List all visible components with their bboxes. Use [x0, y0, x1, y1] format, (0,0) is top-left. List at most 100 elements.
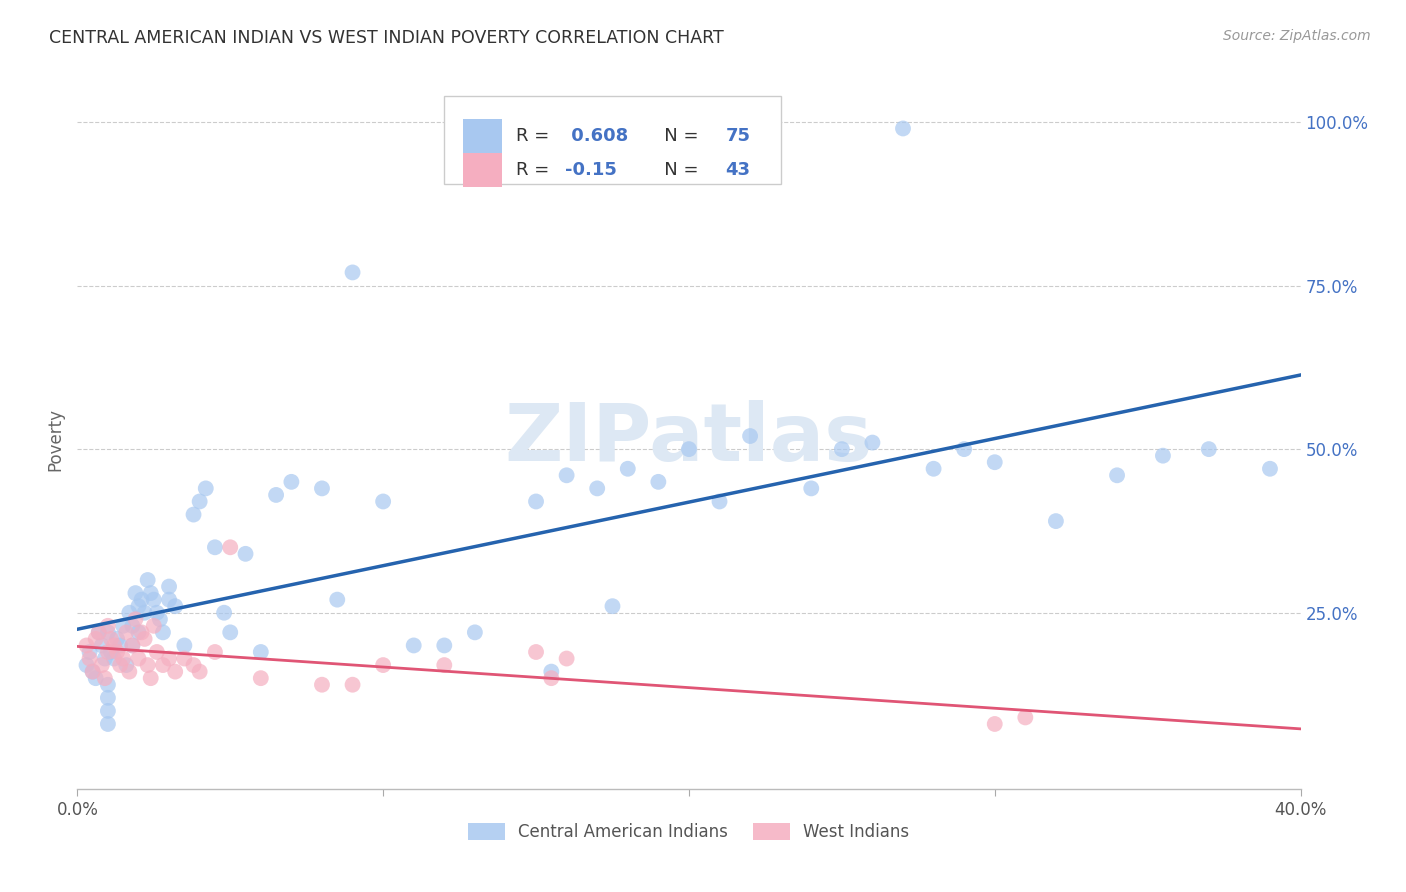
Point [112, 651, 135, 665]
Point [1014, 710, 1036, 724]
Point [157, 580, 180, 594]
Point [149, 612, 172, 626]
Point [142, 619, 165, 633]
Point [90, 658, 112, 673]
Point [173, 639, 195, 653]
Point [617, 462, 640, 476]
Point [134, 632, 156, 646]
Point [831, 442, 853, 457]
Text: 75: 75 [725, 128, 751, 145]
Point [108, 658, 131, 673]
Point [433, 639, 456, 653]
Text: Source: ZipAtlas.com: Source: ZipAtlas.com [1223, 29, 1371, 43]
Point [108, 639, 131, 653]
Point [87, 625, 110, 640]
Point [1198, 442, 1220, 457]
Point [311, 678, 333, 692]
Point [115, 658, 138, 673]
Point [97, 645, 120, 659]
Point [94, 651, 117, 665]
Point [1152, 449, 1174, 463]
Point [97, 704, 120, 718]
Point [97, 717, 120, 731]
Point [188, 494, 211, 508]
Point [402, 639, 425, 653]
Text: N =: N = [647, 128, 704, 145]
Point [105, 632, 128, 646]
Point [342, 265, 364, 279]
Point [152, 625, 174, 640]
Point [82, 665, 104, 679]
Point [280, 475, 302, 489]
Point [555, 651, 578, 665]
Point [152, 658, 174, 673]
Point [342, 678, 364, 692]
Point [678, 442, 700, 457]
Point [79, 645, 101, 659]
Text: ZIPatlas: ZIPatlas [505, 401, 873, 478]
Point [157, 592, 180, 607]
Point [103, 651, 125, 665]
Point [76, 639, 98, 653]
Text: 0.608: 0.608 [565, 128, 628, 145]
Point [540, 665, 562, 679]
Legend: Central American Indians, West Indians: Central American Indians, West Indians [461, 816, 917, 847]
Point [194, 482, 217, 496]
Point [326, 592, 349, 607]
Point [118, 665, 141, 679]
Point [136, 658, 159, 673]
Point [82, 665, 104, 679]
Bar [463, 120, 502, 153]
Point [146, 606, 169, 620]
Point [524, 645, 547, 659]
Y-axis label: Poverty: Poverty [46, 408, 65, 471]
Point [134, 606, 156, 620]
Point [647, 475, 669, 489]
Point [79, 651, 101, 665]
Point [219, 625, 242, 640]
Point [124, 612, 146, 626]
Point [862, 435, 884, 450]
Point [97, 690, 120, 705]
Point [250, 671, 273, 685]
Point [709, 494, 731, 508]
Point [84, 671, 107, 685]
Point [115, 625, 138, 640]
Point [139, 586, 162, 600]
Point [139, 671, 162, 685]
Text: R =: R = [516, 128, 555, 145]
Point [100, 645, 122, 659]
Point [105, 645, 128, 659]
Point [984, 455, 1007, 469]
Point [127, 599, 149, 614]
Point [136, 573, 159, 587]
Point [311, 482, 333, 496]
Point [984, 717, 1007, 731]
Bar [463, 153, 502, 186]
Point [464, 625, 486, 640]
Point [555, 468, 578, 483]
Point [371, 494, 394, 508]
Point [124, 586, 146, 600]
Point [173, 651, 195, 665]
Point [219, 541, 242, 555]
Point [90, 639, 112, 653]
Point [112, 619, 135, 633]
Point [740, 429, 762, 443]
Point [183, 508, 205, 522]
Point [146, 645, 169, 659]
Point [212, 606, 235, 620]
Point [100, 632, 122, 646]
Point [204, 645, 226, 659]
Point [188, 665, 211, 679]
Text: 43: 43 [725, 161, 751, 178]
Point [953, 442, 976, 457]
Point [127, 651, 149, 665]
Point [1258, 462, 1281, 476]
Text: N =: N = [647, 161, 704, 178]
Point [87, 625, 110, 640]
Point [121, 619, 143, 633]
Point [118, 606, 141, 620]
Point [157, 651, 180, 665]
Point [371, 658, 394, 673]
